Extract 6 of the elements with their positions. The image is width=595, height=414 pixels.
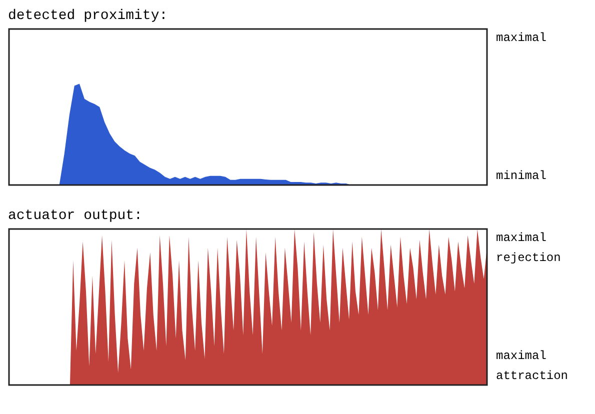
text: minimal [496,168,548,185]
chart-title: detected proximity: [8,8,169,24]
text: maximal attraction [496,348,570,385]
text: maximal rejection [496,230,562,267]
chart-title: actuator output: [8,208,144,224]
text: maximal [496,30,548,47]
